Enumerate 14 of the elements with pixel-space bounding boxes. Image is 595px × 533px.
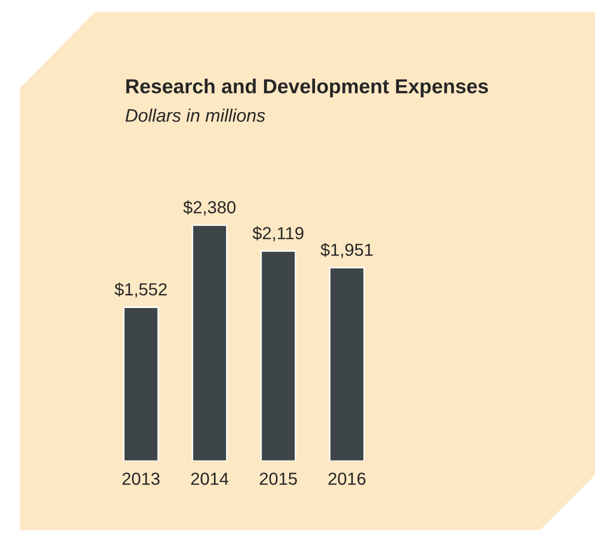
data-label: $2,380	[183, 200, 236, 216]
data-label: $2,119	[252, 226, 304, 242]
bar	[260, 250, 296, 462]
data-label: $1,951	[320, 242, 373, 258]
chart-subtitle: Dollars in millions	[126, 108, 266, 122]
bar	[123, 306, 159, 462]
data-label: $1,552	[114, 282, 167, 298]
x-tick-label: 2015	[260, 472, 297, 485]
x-tick-label: 2014	[191, 472, 228, 485]
chart-title: Research and Development Expenses	[126, 78, 488, 98]
x-tick-label: 2013	[122, 472, 160, 485]
bar	[192, 224, 228, 462]
bar	[329, 267, 365, 462]
x-tick-label: 2016	[328, 472, 366, 485]
